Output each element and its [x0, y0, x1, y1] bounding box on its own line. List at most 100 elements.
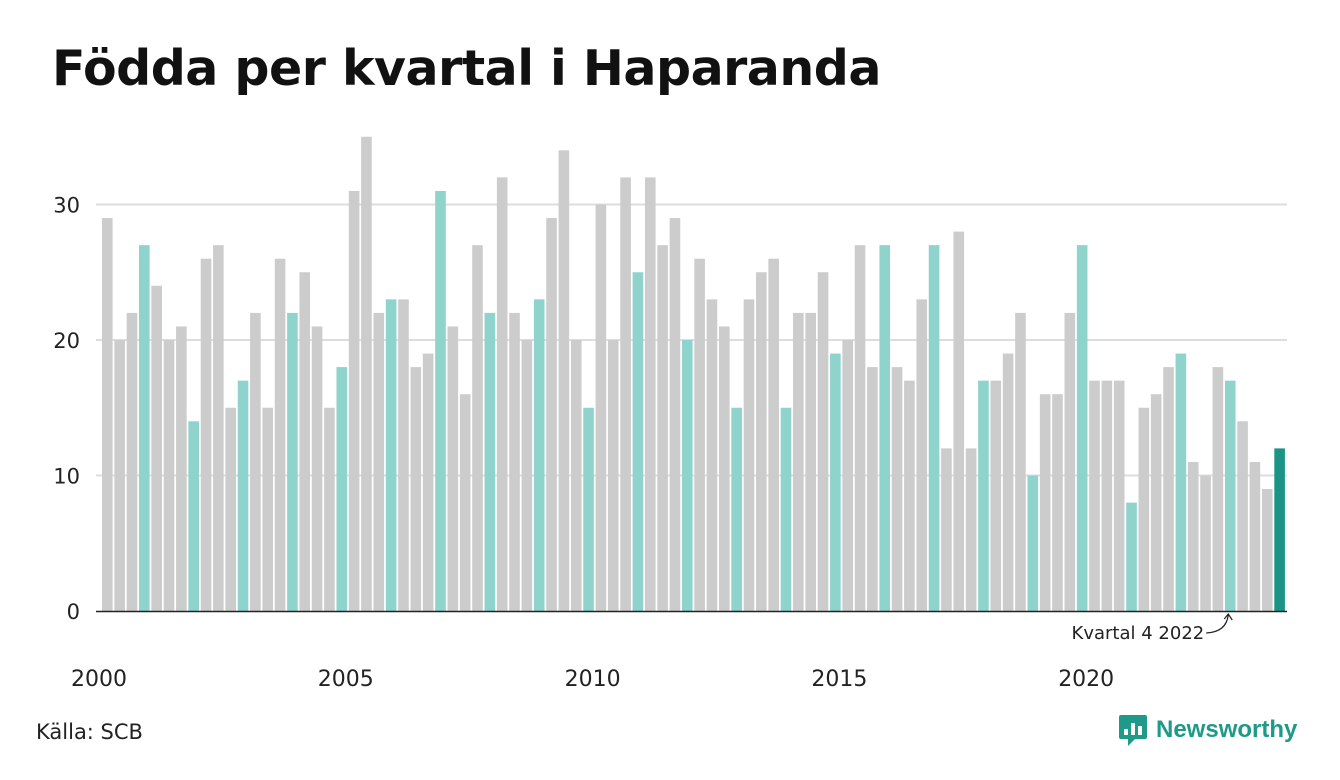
- bar: [719, 326, 730, 611]
- bar: [965, 448, 977, 611]
- bar: [1175, 353, 1187, 611]
- bar: [1089, 380, 1100, 611]
- bar: [139, 245, 150, 611]
- bar: [1015, 312, 1026, 611]
- bar: [632, 272, 644, 611]
- bar: [743, 299, 755, 611]
- bar: [879, 245, 891, 611]
- bar: [410, 367, 422, 611]
- x-tick-label: 2010: [565, 667, 621, 692]
- bar: [953, 231, 965, 611]
- bar: [1249, 461, 1261, 611]
- y-tick-label: 30: [53, 194, 80, 218]
- bar: [262, 407, 274, 611]
- bar: [176, 326, 187, 611]
- bar: [225, 407, 236, 611]
- bar: [990, 380, 1002, 611]
- bar: [1212, 367, 1224, 611]
- bar: [768, 258, 779, 611]
- bar: [694, 258, 705, 611]
- newsworthy-logo-icon: [1119, 715, 1147, 746]
- bar: [620, 177, 631, 611]
- bar: [348, 190, 360, 611]
- bar: [681, 340, 693, 611]
- bar: [607, 340, 619, 611]
- bar: [916, 299, 928, 611]
- bar: [706, 299, 718, 611]
- bar: [669, 218, 681, 612]
- annotation-arrow-icon: [1206, 612, 1233, 634]
- bar: [583, 407, 594, 611]
- bar: [274, 258, 286, 611]
- bar: [373, 312, 385, 611]
- bar: [756, 272, 767, 611]
- bar: [941, 448, 952, 611]
- bar: [805, 312, 816, 611]
- bar: [1261, 489, 1273, 611]
- bar: [472, 245, 483, 611]
- bar: [126, 312, 138, 611]
- bar: [1039, 394, 1051, 611]
- bar: [533, 299, 545, 611]
- chart-title: Födda per kvartal i Haparanda: [52, 40, 881, 97]
- bar: [324, 407, 335, 611]
- bar: [558, 150, 570, 612]
- bar: [385, 299, 397, 611]
- x-tick-label: 2020: [1058, 667, 1114, 692]
- bar: [1076, 245, 1088, 611]
- bar: [1138, 407, 1150, 611]
- brand-name: Newsworthy: [1156, 716, 1298, 743]
- bar: [830, 353, 841, 611]
- bar: [336, 367, 348, 611]
- bar: [817, 272, 829, 611]
- bar: [928, 245, 940, 611]
- bar: [422, 353, 434, 611]
- bar: [1027, 475, 1039, 611]
- bar: [595, 204, 607, 611]
- bar: [1002, 353, 1014, 611]
- x-tick-label: 2000: [71, 667, 127, 692]
- x-tick-label: 2015: [811, 667, 867, 692]
- bar: [188, 421, 199, 611]
- bar: [546, 218, 557, 612]
- bar: [891, 367, 903, 611]
- bar: [299, 272, 311, 611]
- bar: [200, 258, 212, 611]
- bar: [1150, 394, 1162, 611]
- bar: [793, 312, 804, 611]
- bar: [1126, 502, 1137, 611]
- bar: [213, 245, 224, 611]
- bar: [361, 136, 372, 611]
- bar: [1163, 367, 1174, 611]
- bar: [1200, 475, 1211, 611]
- bar: [398, 299, 409, 611]
- bar: [114, 340, 125, 611]
- bar: [250, 312, 261, 611]
- bar: [1064, 312, 1076, 611]
- bar: [1224, 380, 1236, 611]
- bar: [644, 177, 656, 611]
- bar: [496, 177, 508, 611]
- annotation: Kvartal 4 2022: [1072, 612, 1233, 644]
- bar: [867, 367, 878, 611]
- bar: [163, 340, 175, 611]
- bar: [842, 340, 853, 611]
- bar: [731, 407, 742, 611]
- y-tick-label: 10: [53, 465, 80, 489]
- source-note: Källa: SCB: [36, 720, 143, 744]
- bar: [780, 407, 792, 611]
- bar: [521, 340, 533, 611]
- bar: [287, 312, 298, 611]
- annotation-label: Kvartal 4 2022: [1072, 623, 1205, 644]
- bar: [978, 380, 989, 611]
- x-tick-label: 2005: [318, 667, 374, 692]
- bar: [484, 312, 496, 611]
- bar: [435, 190, 446, 611]
- bar: [1237, 421, 1248, 611]
- brand-logo[interactable]: Newsworthy: [1118, 713, 1297, 747]
- bar: [1052, 394, 1063, 611]
- bar: [311, 326, 323, 611]
- y-tick-label: 0: [67, 600, 80, 624]
- bar: [570, 340, 582, 611]
